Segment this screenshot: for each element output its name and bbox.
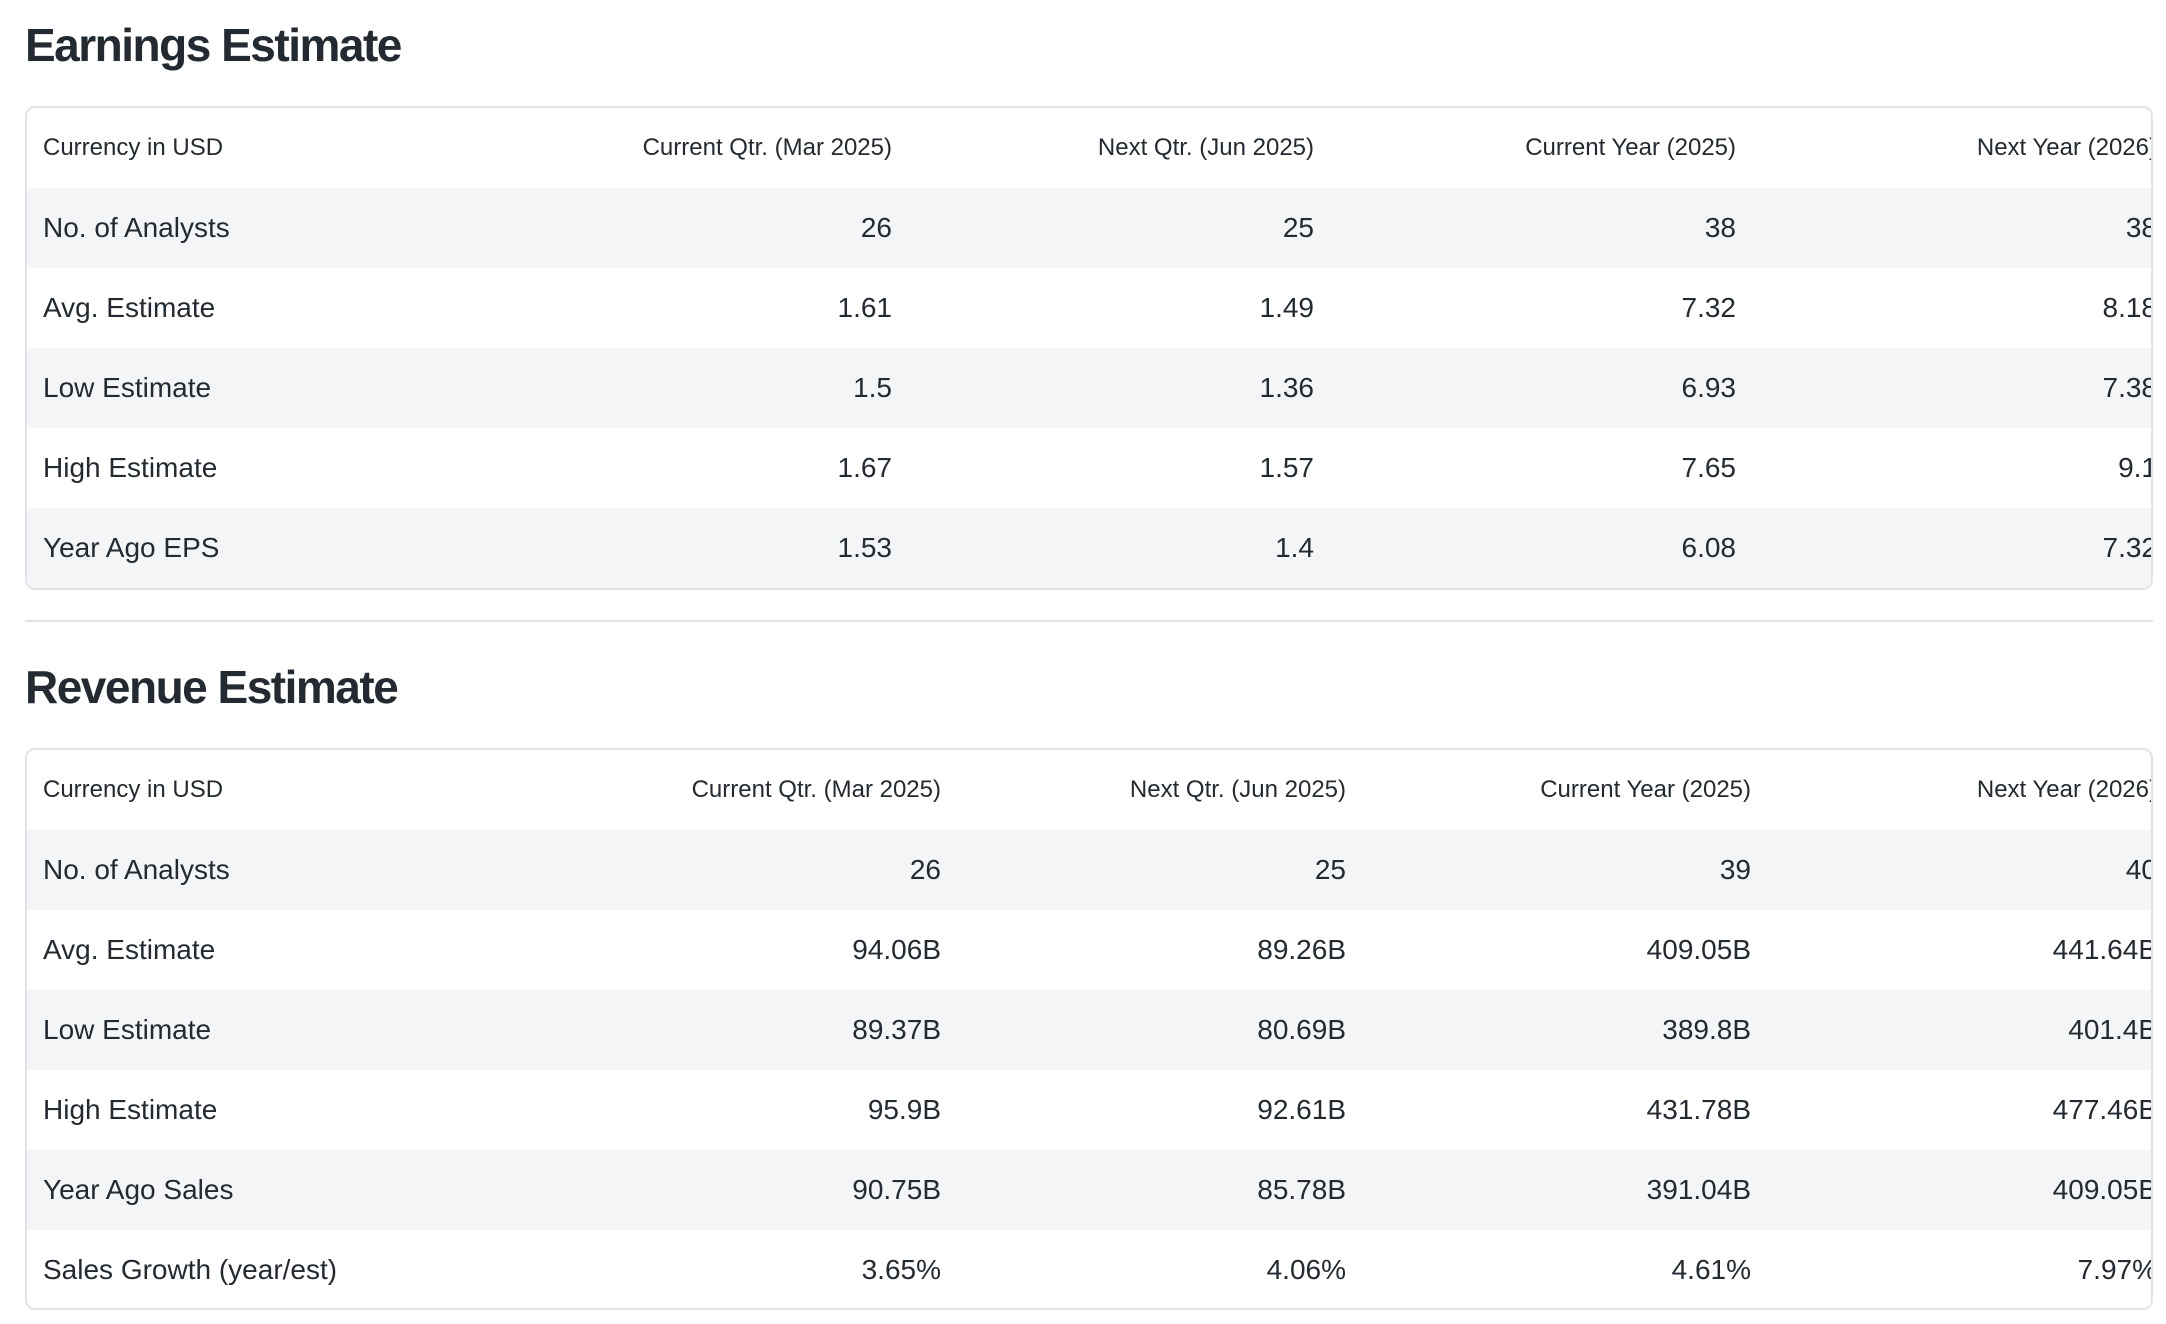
table-cell: 7.38 [1752,348,2151,428]
table-row: High Estimate 1.67 1.57 7.65 9.1 [27,428,2151,508]
column-header-next-year: Next Year (2026) [1976,134,2153,161]
row-label: Avg. Estimate [27,268,527,348]
table-cell: 92.61B [957,1070,1362,1150]
row-label: No. of Analysts [27,188,527,268]
table-cell: 441.64B [1767,910,2151,990]
table-cell: 391.04B [1362,1150,1767,1230]
row-label: Sales Growth (year/est) [27,1230,527,1308]
table-cell: 1.49 [908,268,1330,348]
table-cell: 40 [1767,830,2151,910]
table-cell: 8.18 [1752,268,2151,348]
earnings-estimate-title: Earnings Estimate [25,19,402,71]
revenue-estimate-table: Currency in USD Current Qtr. (Mar 2025) … [27,750,2153,1308]
row-label: Year Ago Sales [27,1150,527,1230]
row-label: Year Ago EPS [27,508,527,588]
table-cell: 25 [908,188,1330,268]
table-cell: 89.26B [957,910,1362,990]
table-cell: 89.37B [527,990,957,1070]
column-header-current-qtr: Current Qtr. (Mar 2025) [642,134,892,161]
section-divider [25,620,2153,622]
table-row: No. of Analysts 26 25 38 38 [27,188,2151,268]
table-cell: 80.69B [957,990,1362,1070]
table-cell: 7.97% [1767,1230,2151,1308]
column-header-currency: Currency in USD [43,776,224,803]
column-header-next-qtr: Next Qtr. (Jun 2025) [1097,134,1314,161]
table-header-row: Currency in USD Current Qtr. (Mar 2025) … [27,108,2153,188]
table-row: Avg. Estimate 94.06B 89.26B 409.05B 441.… [27,910,2151,990]
column-header-next-qtr: Next Qtr. (Jun 2025) [1129,776,1346,803]
revenue-estimate-title: Revenue Estimate [25,661,399,713]
revenue-estimate-table-card: Currency in USD Current Qtr. (Mar 2025) … [25,748,2153,1310]
table-cell: 1.4 [908,508,1330,588]
table-cell: 4.06% [957,1230,1362,1308]
table-cell: 38 [1752,188,2151,268]
table-row: Sales Growth (year/est) 3.65% 4.06% 4.61… [27,1230,2151,1308]
table-cell: 1.61 [527,268,908,348]
table-cell: 6.08 [1330,508,1752,588]
table-cell: 90.75B [527,1150,957,1230]
table-cell: 1.5 [527,348,908,428]
table-cell: 94.06B [527,910,957,990]
table-row: Low Estimate 1.5 1.36 6.93 7.38 [27,348,2151,428]
table-cell: 9.1 [1752,428,2151,508]
table-cell: 4.61% [1362,1230,1767,1308]
column-header-currency: Currency in USD [43,134,224,161]
table-row: Low Estimate 89.37B 80.69B 389.8B 401.4B [27,990,2151,1070]
row-label: No. of Analysts [27,830,527,910]
table-cell: 409.05B [1362,910,1767,990]
column-header-current-qtr: Current Qtr. (Mar 2025) [691,776,941,803]
table-row: Avg. Estimate 1.61 1.49 7.32 8.18 [27,268,2151,348]
earnings-estimate-table: Currency in USD Current Qtr. (Mar 2025) … [27,108,2153,588]
table-cell: 85.78B [957,1150,1362,1230]
table-cell: 7.32 [1330,268,1752,348]
table-cell: 401.4B [1767,990,2151,1070]
row-label: Avg. Estimate [27,910,527,990]
table-cell: 1.57 [908,428,1330,508]
table-cell: 1.36 [908,348,1330,428]
column-header-next-year: Next Year (2026) [1976,776,2153,803]
table-header-row: Currency in USD Current Qtr. (Mar 2025) … [27,750,2153,830]
table-cell: 26 [527,830,957,910]
table-cell: 39 [1362,830,1767,910]
table-cell: 3.65% [527,1230,957,1308]
table-cell: 25 [957,830,1362,910]
table-row: No. of Analysts 26 25 39 40 [27,830,2151,910]
table-cell: 409.05B [1767,1150,2151,1230]
row-label: Low Estimate [27,348,527,428]
table-cell: 431.78B [1362,1070,1767,1150]
table-cell: 1.67 [527,428,908,508]
row-label: High Estimate [27,1070,527,1150]
table-cell: 38 [1330,188,1752,268]
table-row: High Estimate 95.9B 92.61B 431.78B 477.4… [27,1070,2151,1150]
row-label: High Estimate [27,428,527,508]
table-cell: 95.9B [527,1070,957,1150]
column-header-current-year: Current Year (2025) [1525,134,1736,161]
table-cell: 389.8B [1362,990,1767,1070]
table-cell: 6.93 [1330,348,1752,428]
table-cell: 7.65 [1330,428,1752,508]
earnings-estimate-table-card: Currency in USD Current Qtr. (Mar 2025) … [25,106,2153,590]
table-cell: 1.53 [527,508,908,588]
row-label: Low Estimate [27,990,527,1070]
table-cell: 477.46B [1767,1070,2151,1150]
table-row: Year Ago Sales 90.75B 85.78B 391.04B 409… [27,1150,2151,1230]
column-header-current-year: Current Year (2025) [1540,776,1751,803]
table-cell: 26 [527,188,908,268]
table-row: Year Ago EPS 1.53 1.4 6.08 7.32 [27,508,2151,588]
table-cell: 7.32 [1752,508,2151,588]
